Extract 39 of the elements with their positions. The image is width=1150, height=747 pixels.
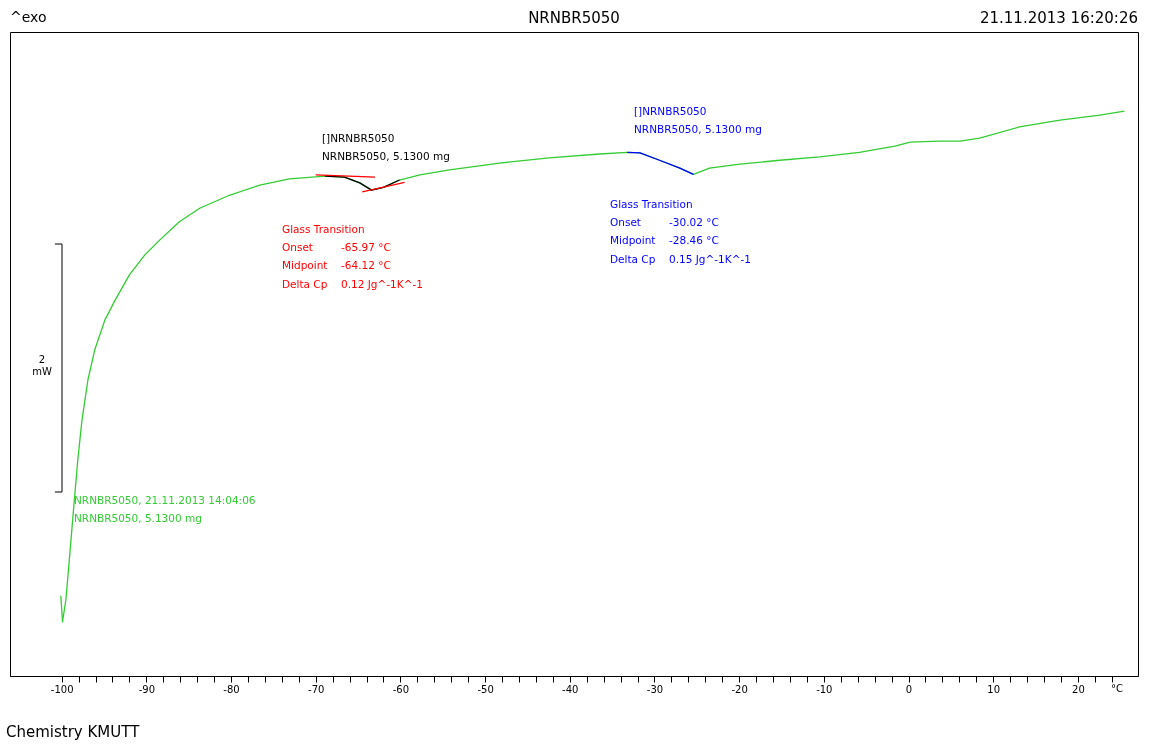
text: ^exo (10, 9, 47, 25)
text: Chemistry KMUTT (6, 723, 141, 741)
x-tick-label: 20 (1072, 683, 1085, 695)
annotation: Onset (610, 216, 641, 228)
annotation: -30.02 °C (669, 216, 719, 228)
annotation: 2 mW (32, 354, 52, 377)
x-tick-label: 10 (987, 683, 1001, 695)
annotation: Midpoint (282, 259, 328, 271)
x-tick-label: -90 (138, 683, 156, 695)
x-tick-label: -50 (477, 683, 494, 695)
annotation: NRNBR5050, 21.11.2013 14:04:06 (74, 494, 256, 506)
annotation: -28.46 °C (669, 234, 719, 246)
x-tick-label: 0 (905, 683, 913, 695)
x-tick-label: -80 (223, 683, 240, 695)
text: 21.11.2013 16:20:26 (979, 9, 1138, 27)
annotation: []NRNBR5050 (322, 132, 395, 144)
annotation: 0.15 Jg^-1K^-1 (669, 253, 751, 265)
x-axis-title: °C (1111, 683, 1124, 694)
annotation: NRNBR5050, 5.1300 mg (74, 512, 202, 524)
annotation: Glass Transition (282, 223, 365, 235)
x-tick-label: -70 (308, 683, 325, 695)
annotation: NRNBR5050, 5.1300 mg (634, 123, 762, 135)
annotation: Glass Transition (610, 198, 693, 210)
x-tick-label: -100 (50, 683, 74, 695)
annotation: 0.12 Jg^-1K^-1 (341, 278, 423, 290)
x-tick-label: -60 (392, 683, 410, 695)
annotation: Delta Cp (282, 278, 328, 290)
x-tick-label: -10 (816, 683, 833, 695)
annotation: -64.12 °C (341, 259, 391, 271)
annotation: Midpoint (610, 234, 656, 246)
annotation: -65.97 °C (341, 241, 391, 253)
annotation: []NRNBR5050 (634, 105, 707, 117)
annotation: Delta Cp (610, 253, 656, 265)
annotation: NRNBR5050, 5.1300 mg (322, 150, 450, 162)
annotation: Onset (282, 241, 313, 253)
chart-title: NRNBR5050 (528, 9, 620, 27)
x-tick-label: -20 (731, 683, 748, 695)
x-tick-label: -40 (562, 683, 579, 695)
x-tick-label: -30 (646, 683, 664, 695)
